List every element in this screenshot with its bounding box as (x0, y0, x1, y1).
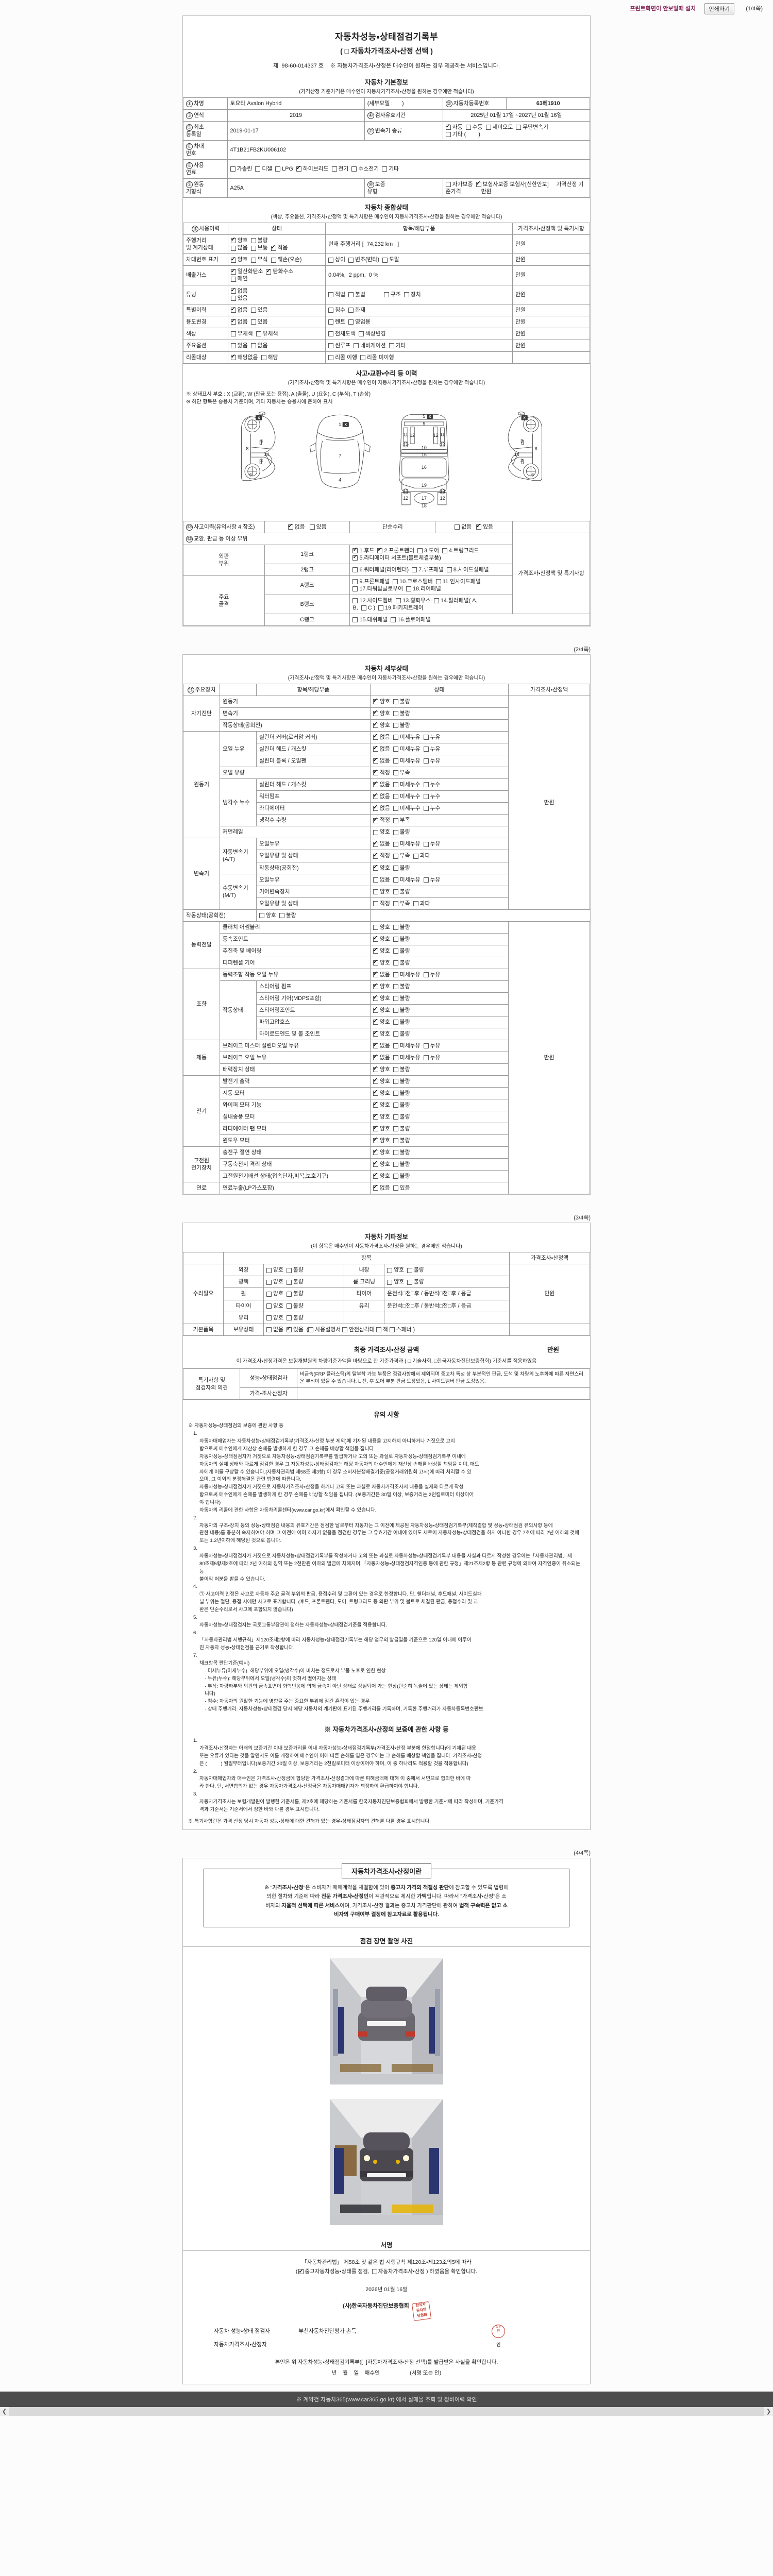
svg-text:6: 6 (531, 472, 534, 477)
svg-text:16: 16 (422, 465, 427, 470)
svg-text:15: 15 (422, 452, 427, 457)
svg-text:X: X (429, 414, 431, 419)
svg-text:X: X (344, 422, 347, 427)
svg-text:14: 14 (514, 451, 519, 456)
svg-text:X: X (258, 415, 260, 420)
svg-text:5: 5 (423, 414, 425, 419)
svg-text:4: 4 (339, 477, 341, 482)
svg-text:17: 17 (422, 496, 427, 501)
svg-text:6: 6 (249, 472, 252, 477)
svg-text:13: 13 (403, 488, 408, 494)
svg-text:11: 11 (440, 432, 445, 437)
svg-text:3: 3 (260, 458, 263, 463)
svg-text:11: 11 (403, 432, 408, 437)
svg-text:18: 18 (422, 503, 427, 508)
svg-text:3: 3 (260, 438, 263, 443)
svg-text:12: 12 (433, 433, 439, 438)
svg-text:3: 3 (520, 438, 523, 443)
svg-text:12: 12 (440, 496, 445, 501)
svg-text:14: 14 (264, 451, 269, 456)
svg-text:12: 12 (403, 496, 408, 501)
svg-text:9: 9 (423, 421, 425, 426)
svg-text:13: 13 (440, 488, 445, 494)
svg-text:X: X (523, 415, 526, 420)
svg-text:8: 8 (246, 446, 248, 451)
svg-text:7: 7 (339, 453, 341, 459)
svg-text:3: 3 (520, 458, 523, 463)
svg-text:13: 13 (440, 442, 445, 447)
svg-text:10: 10 (422, 445, 427, 450)
svg-text:12: 12 (410, 433, 415, 438)
svg-text:8: 8 (535, 446, 537, 451)
svg-text:1: 1 (339, 422, 341, 427)
svg-text:19: 19 (422, 483, 427, 488)
svg-text:13: 13 (403, 442, 408, 447)
